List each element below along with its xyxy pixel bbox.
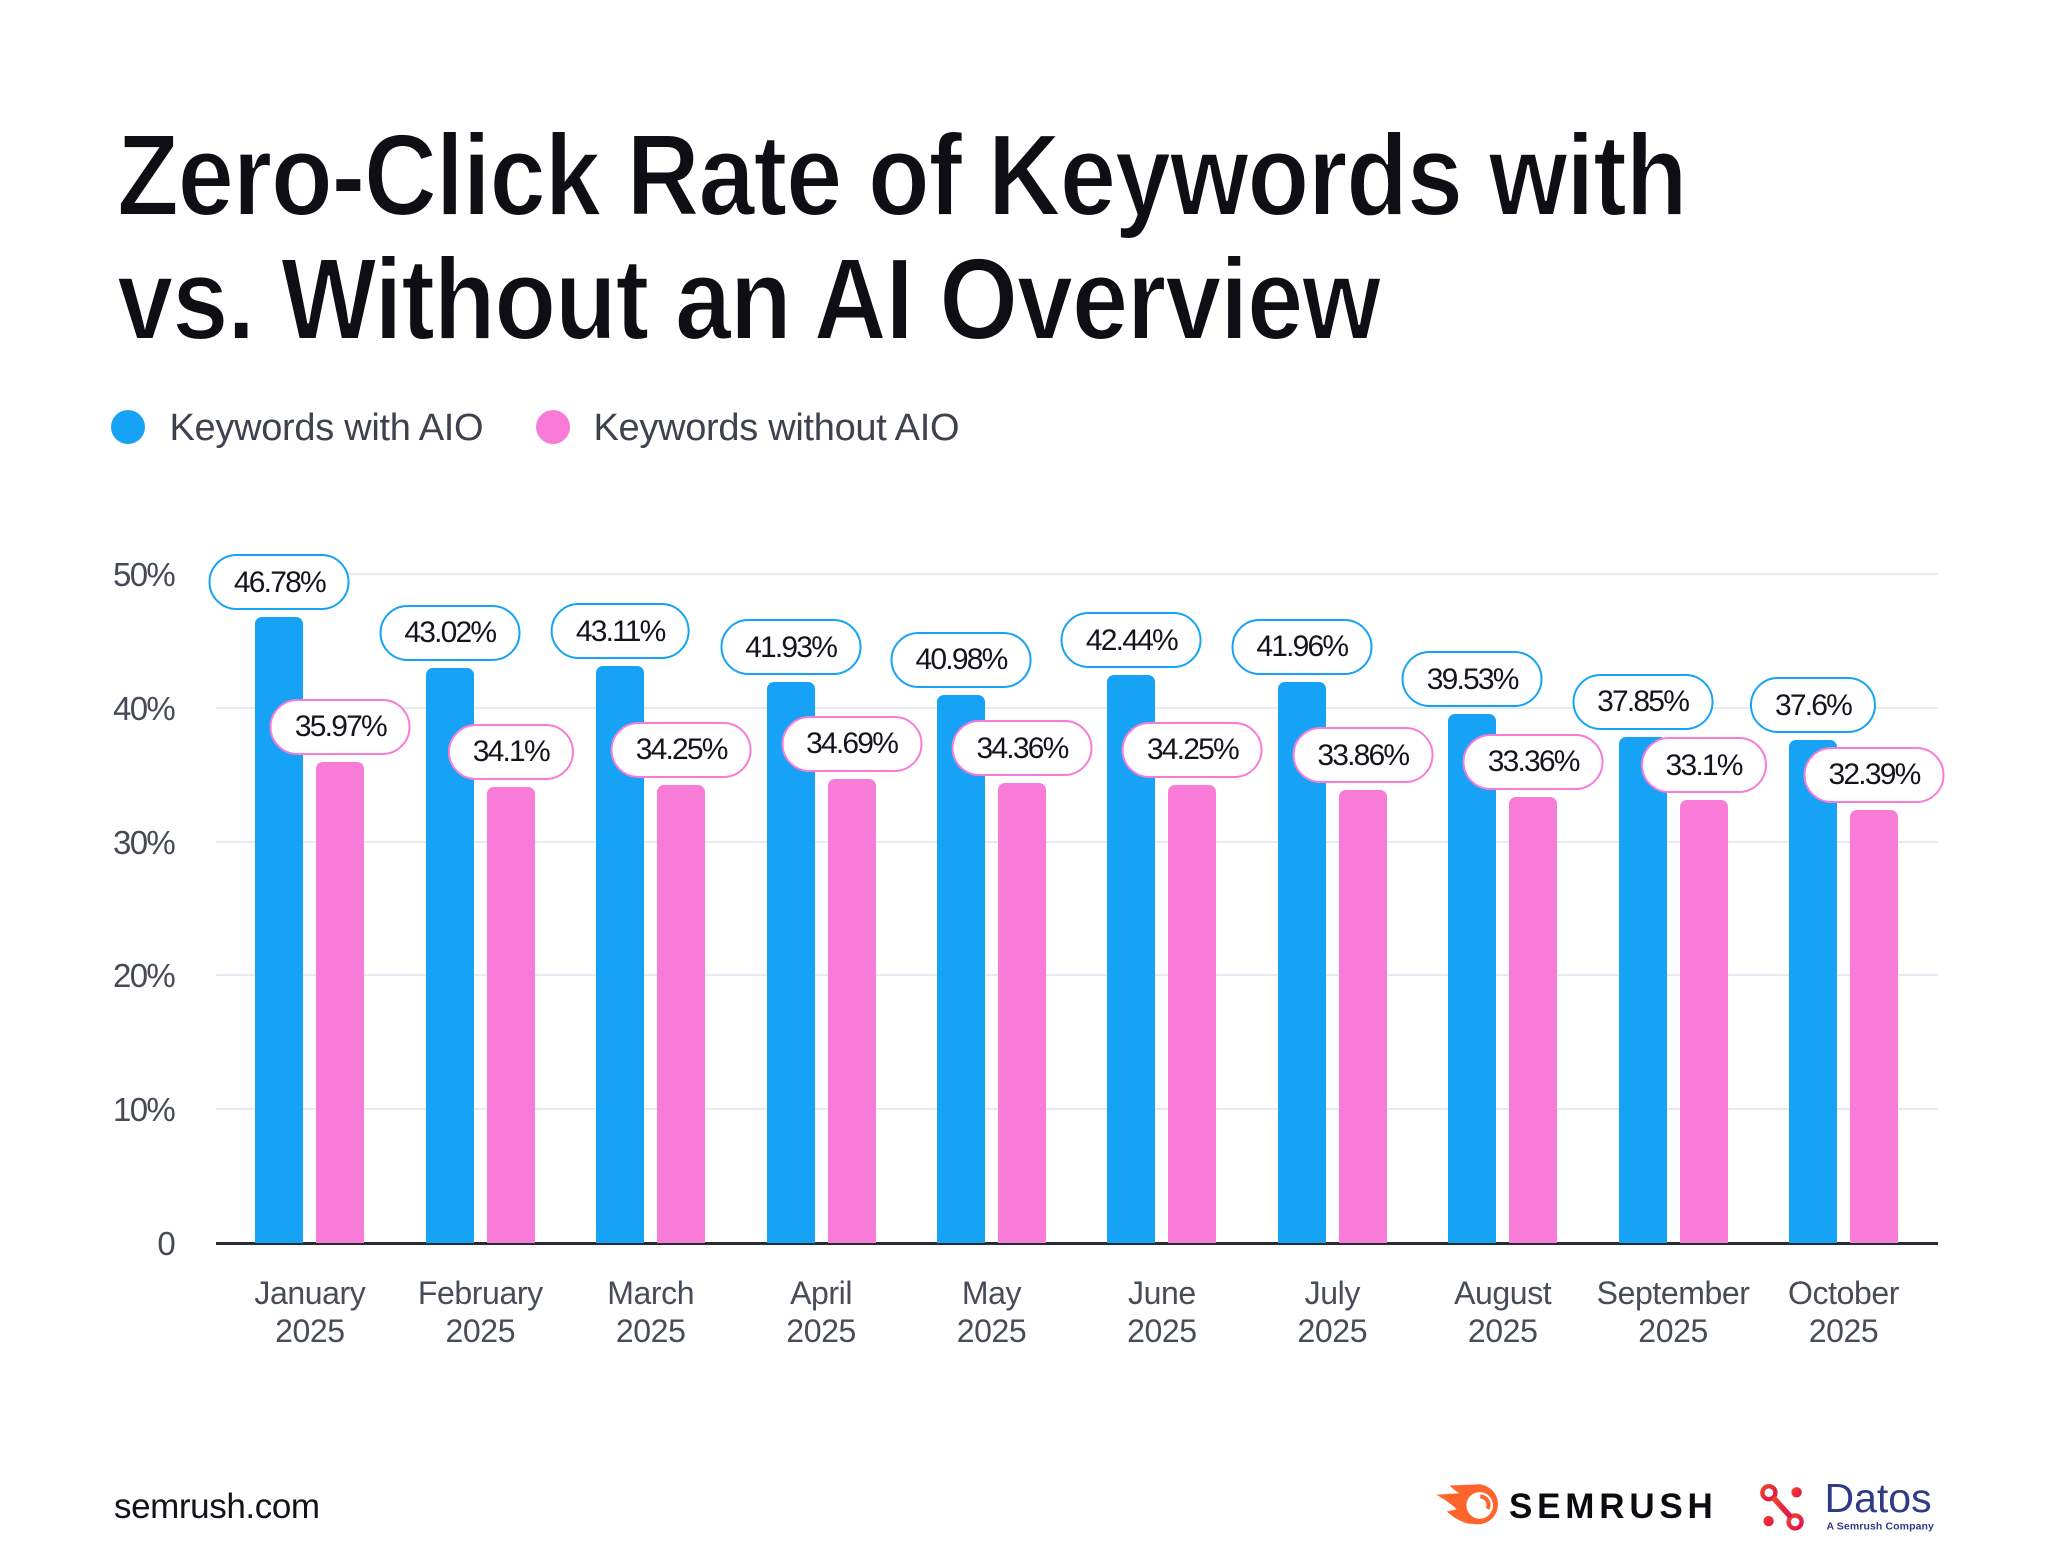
- svg-text:Datos: Datos: [1825, 1478, 1932, 1521]
- svg-text:A Semrush Company: A Semrush Company: [1827, 1520, 1935, 1532]
- svg-text:SEMRUSH: SEMRUSH: [1509, 1487, 1718, 1526]
